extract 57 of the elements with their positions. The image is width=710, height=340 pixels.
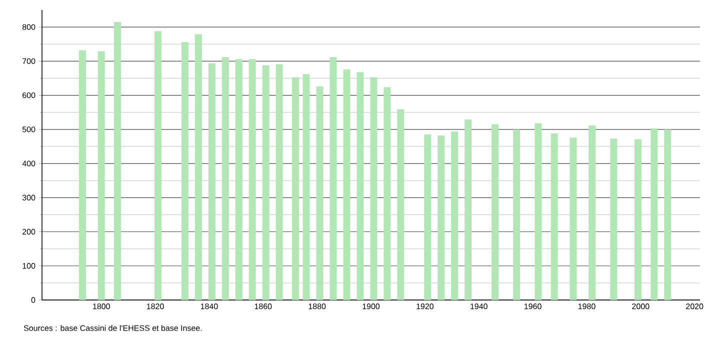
x-tick-label: 2000 xyxy=(632,304,650,310)
x-tick-label: 1920 xyxy=(416,304,434,310)
x-tick-label: 1840 xyxy=(200,304,218,310)
bar xyxy=(464,120,472,300)
y-tick-label: 700 xyxy=(22,58,36,64)
bar xyxy=(397,109,404,300)
bar xyxy=(114,22,122,300)
y-tick-label: 600 xyxy=(22,92,36,98)
y-tick-label: 500 xyxy=(22,126,36,132)
bar xyxy=(634,139,642,300)
bar xyxy=(276,64,283,300)
bar xyxy=(302,74,310,300)
x-tick-label: 1860 xyxy=(254,304,272,310)
y-tick-label: 300 xyxy=(22,194,36,200)
bar xyxy=(194,34,202,300)
bar xyxy=(451,131,458,300)
bar xyxy=(588,125,596,300)
bar xyxy=(513,129,520,300)
bar xyxy=(534,123,542,300)
x-tick-label: 1960 xyxy=(524,304,542,310)
bar xyxy=(181,42,188,300)
bar xyxy=(492,124,499,300)
bar xyxy=(550,134,558,300)
x-tick-label: 1900 xyxy=(362,304,380,310)
x-tick-label: 1800 xyxy=(93,304,110,310)
bar xyxy=(98,51,105,300)
bar xyxy=(235,59,242,300)
bar xyxy=(650,128,658,300)
bar xyxy=(262,65,270,300)
bar xyxy=(438,136,445,300)
bar xyxy=(370,77,378,300)
bar xyxy=(664,129,672,300)
y-tick-label: 800 xyxy=(22,24,36,30)
x-tick-label: 1880 xyxy=(308,304,326,310)
source-note: Sources : base Cassini de l'EHESS et base Insee. xyxy=(24,325,202,331)
bar xyxy=(154,31,162,300)
bar xyxy=(330,57,337,300)
bar xyxy=(343,69,350,300)
bar xyxy=(384,87,391,300)
bar xyxy=(248,59,256,300)
bar xyxy=(356,72,364,300)
bar xyxy=(424,134,432,300)
bar xyxy=(78,50,86,300)
bar xyxy=(610,138,618,300)
bar xyxy=(208,63,216,300)
bar xyxy=(222,57,229,300)
y-tick-label: 400 xyxy=(22,160,36,166)
y-tick-label: 0 xyxy=(31,297,36,303)
x-tick-label: 1940 xyxy=(470,304,488,310)
x-tick-label: 1820 xyxy=(146,304,164,310)
x-tick-label: 2020 xyxy=(686,304,704,310)
x-tick-label: 1980 xyxy=(578,304,596,310)
y-tick-label: 100 xyxy=(22,263,36,269)
bar xyxy=(570,138,577,300)
bar xyxy=(292,77,299,300)
bar xyxy=(316,86,324,300)
y-tick-label: 200 xyxy=(22,228,36,235)
